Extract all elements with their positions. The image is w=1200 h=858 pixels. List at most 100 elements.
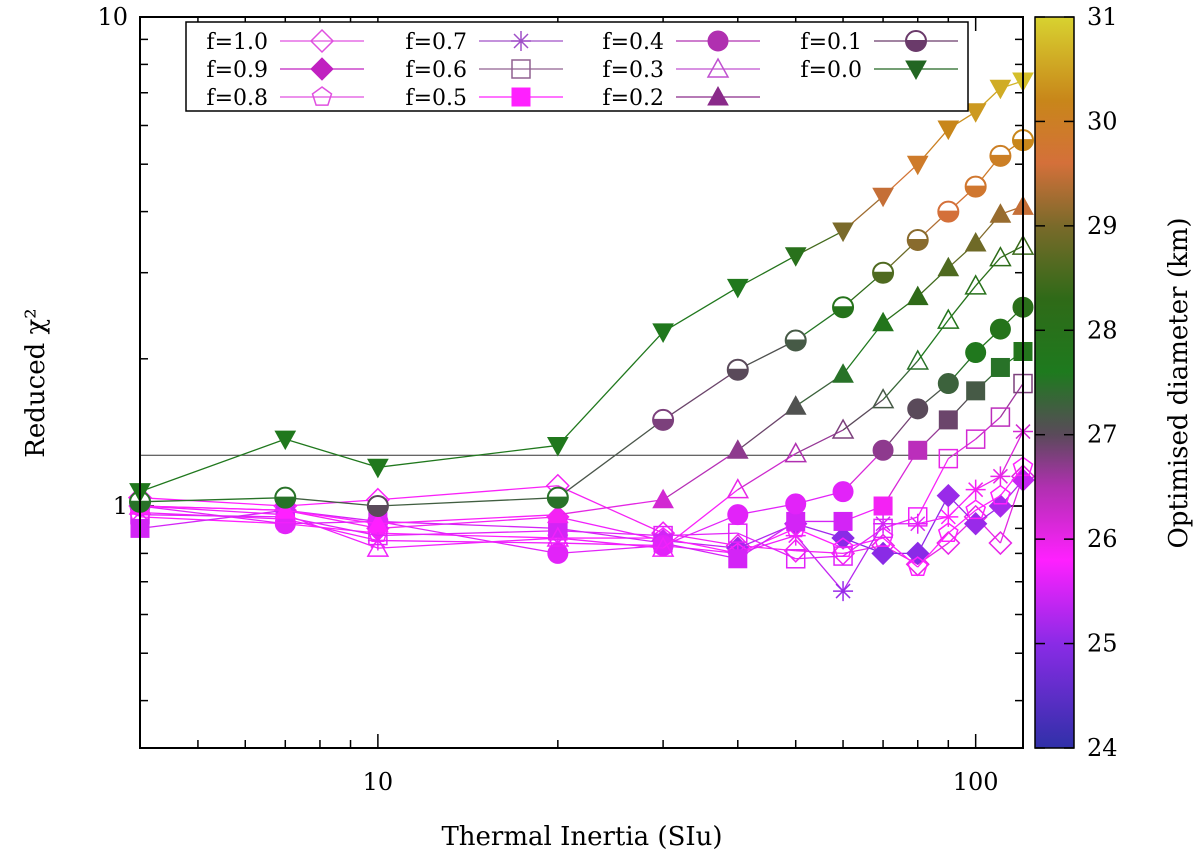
series-f=0.1 (129, 129, 1034, 518)
data-point (965, 499, 987, 520)
series-line-segment (377, 485, 558, 501)
data-point (366, 536, 390, 557)
series-line-segment (947, 509, 977, 534)
legend-label: f=0.7 (405, 30, 467, 55)
series-line-segment (662, 542, 738, 560)
data-point (274, 430, 297, 451)
legend-marker (511, 59, 531, 79)
legend-marker (311, 86, 333, 106)
data-point (964, 274, 987, 295)
colorbar-tick-label: 31 (1087, 3, 1118, 31)
data-point (546, 436, 569, 457)
colorbar-tick-label: 25 (1087, 630, 1118, 658)
data-point (936, 483, 961, 508)
series-line-segment (662, 286, 739, 333)
data-point (937, 308, 960, 329)
colorbar-label: Optimised diameter (km) (1164, 217, 1194, 548)
data-point (872, 311, 894, 332)
data-point-half (275, 497, 296, 508)
data-point (906, 541, 930, 566)
data-point (872, 439, 894, 461)
series-line-segment (737, 520, 797, 560)
data-point (652, 323, 674, 343)
legend-label: f=0.0 (800, 58, 862, 83)
data-point (989, 246, 1012, 267)
legend-label: f=0.8 (206, 86, 268, 111)
series-line-segment (285, 499, 378, 507)
series-line-segment (842, 399, 884, 431)
data-point (785, 493, 807, 515)
series-line-segment (285, 438, 379, 468)
x-tick-label: 100 (953, 768, 999, 796)
colorbar-tick-label: 27 (1087, 421, 1118, 449)
data-point (785, 549, 806, 569)
series-line-segment (795, 535, 844, 592)
series-line-segment (795, 550, 844, 555)
series-line-segment (882, 516, 918, 530)
data-point (936, 530, 961, 556)
series-f=0.2 (129, 195, 1034, 533)
legend: f=1.0 f=0.9 f=0.8 f=0.7 f=0.6 f=0.5 f=0.4 f=0.3… (206, 28, 958, 111)
legend-label: f=0.4 (602, 30, 664, 55)
data-point (906, 285, 929, 306)
legend-label: f=1.0 (206, 30, 268, 55)
series-line-segment (917, 495, 949, 554)
data-point (937, 120, 960, 141)
data-point (989, 79, 1012, 100)
series-line-segment (947, 438, 977, 460)
data-point-half (965, 186, 986, 197)
legend-label: f=0.2 (602, 86, 664, 111)
series-line-segment (139, 497, 286, 503)
data-point (832, 222, 854, 243)
legend-marker (707, 30, 729, 52)
data-point-half (873, 272, 894, 283)
series-line-segment (663, 544, 738, 555)
series-f=0.3 (128, 234, 1035, 557)
data-point-half (727, 369, 748, 380)
data-point (906, 349, 930, 370)
legend-marker (706, 57, 730, 78)
legend-label: f=0.6 (405, 58, 467, 83)
series-line-segment (999, 383, 1024, 418)
series-line-segment (662, 369, 739, 421)
data-point (786, 511, 806, 531)
series-line-segment (882, 537, 919, 568)
data-point (990, 357, 1010, 377)
data-point (907, 556, 929, 576)
series-line-segment (377, 530, 558, 537)
data-point (965, 479, 986, 500)
data-point (367, 458, 389, 479)
data-point (965, 342, 987, 364)
data-point-half (785, 340, 806, 351)
x-axis-label: Thermal Inertia (SIu) (441, 822, 722, 852)
data-point (833, 511, 853, 531)
data-point-half (907, 239, 928, 250)
data-point (726, 278, 749, 299)
y-axis-label: Reduced χ² (21, 308, 51, 457)
data-point (547, 542, 569, 564)
data-point (833, 581, 854, 602)
colorbar-tick-labels: 24 25 26 27 28 29 30 31 (1087, 3, 1118, 762)
data-point (964, 103, 987, 123)
data-point (937, 522, 959, 543)
colorbar-tick-label: 29 (1087, 212, 1118, 240)
data-point (832, 363, 854, 383)
y-tick-label: 10 (97, 3, 128, 31)
data-point (783, 538, 808, 563)
series-line-segment (557, 530, 664, 537)
data-point (546, 503, 569, 524)
data-point (989, 203, 1012, 223)
data-point (937, 373, 959, 395)
series-line-segment (377, 497, 558, 507)
data-point (871, 388, 895, 409)
series-line-segment (557, 537, 664, 549)
data-point (988, 494, 1013, 518)
data-point-half (367, 506, 388, 517)
data-point (907, 507, 928, 527)
data-point (873, 496, 893, 516)
series-line-segment (557, 542, 664, 547)
series-line-segment (842, 527, 884, 557)
data-point-half (833, 307, 854, 318)
series-line-segment (975, 475, 1001, 491)
data-point-half (990, 155, 1011, 166)
